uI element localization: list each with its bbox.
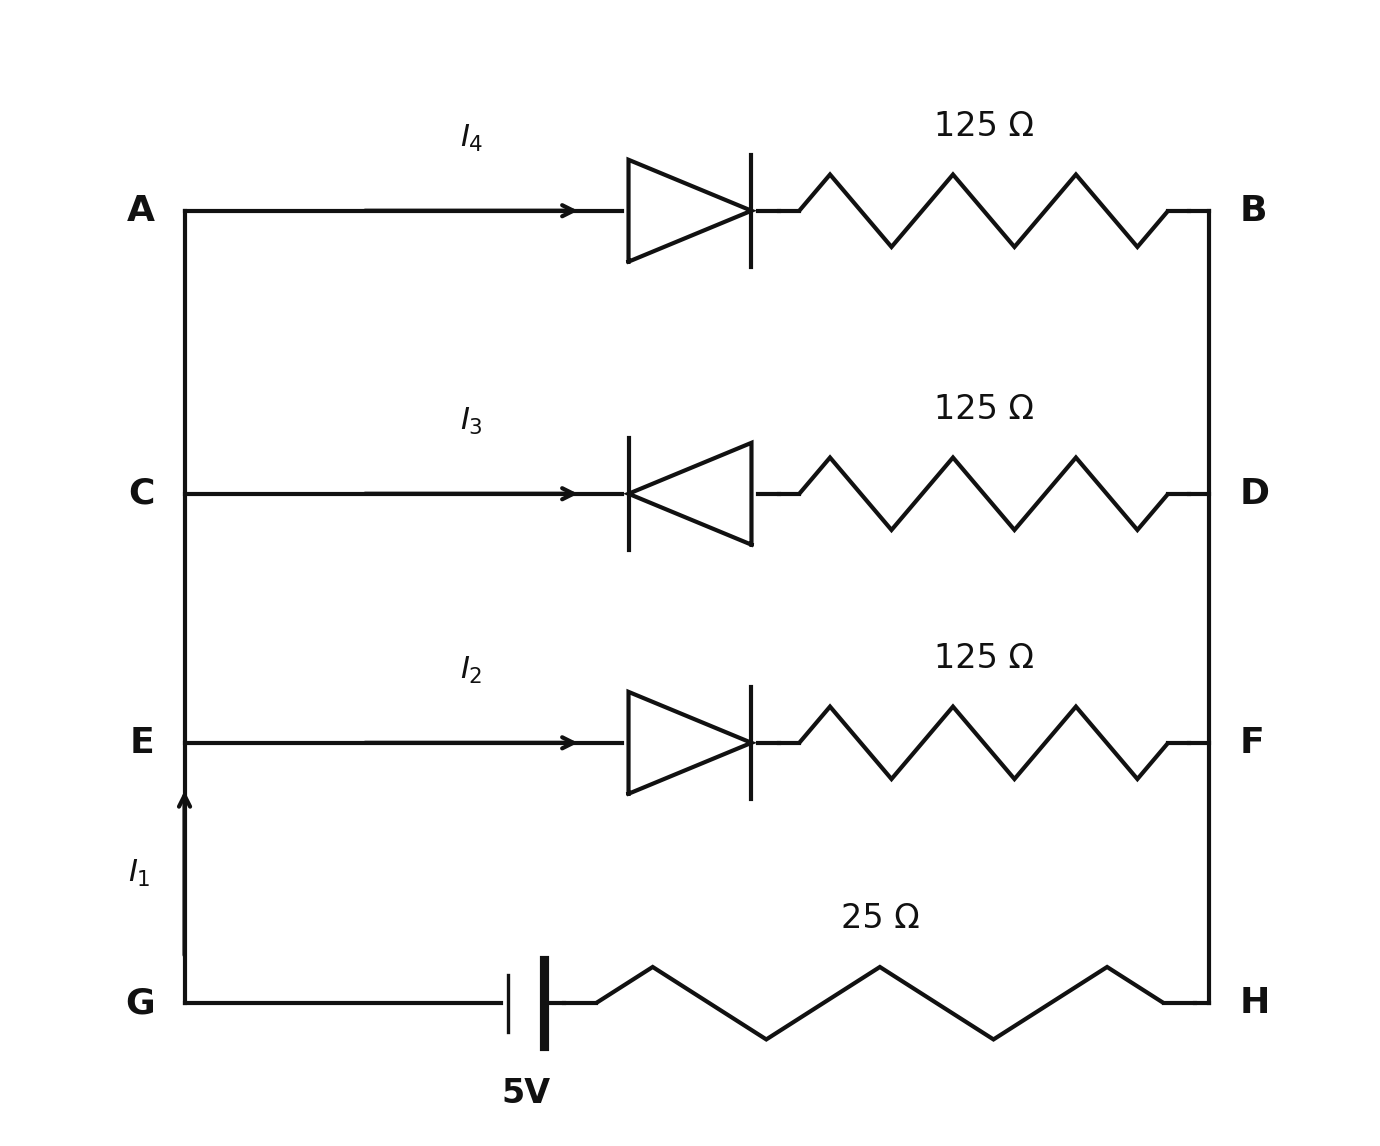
Text: F: F	[1239, 725, 1264, 760]
Text: 125 Ω: 125 Ω	[934, 393, 1034, 426]
Text: 125 Ω: 125 Ω	[934, 110, 1034, 143]
Text: G: G	[124, 987, 155, 1020]
Text: D: D	[1239, 477, 1270, 511]
Text: 5V: 5V	[501, 1077, 551, 1109]
Text: $I_3$: $I_3$	[460, 406, 483, 437]
Text: 125 Ω: 125 Ω	[934, 642, 1034, 675]
Text: E: E	[130, 725, 155, 760]
Text: $I_1$: $I_1$	[128, 857, 150, 888]
Text: B: B	[1239, 194, 1267, 228]
Text: H: H	[1239, 987, 1270, 1020]
Text: A: A	[127, 194, 155, 228]
Text: C: C	[128, 477, 155, 511]
Text: $I_4$: $I_4$	[460, 123, 483, 154]
Text: 25 Ω: 25 Ω	[840, 902, 919, 935]
Text: $I_2$: $I_2$	[460, 656, 483, 686]
